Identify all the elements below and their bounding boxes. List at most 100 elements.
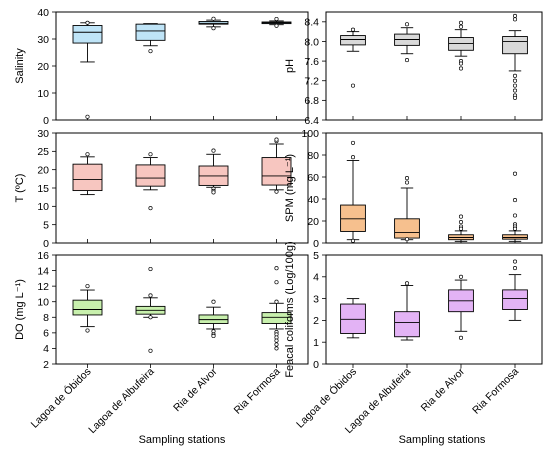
outlier-point: [350, 140, 356, 145]
outlier-point: [404, 58, 410, 63]
box-2: [448, 214, 474, 242]
outlier-point: [404, 180, 410, 185]
outlier-point: [274, 280, 279, 285]
outlier-point: [512, 198, 518, 203]
y-tick-label: 6.8: [304, 95, 319, 107]
outlier-point: [350, 155, 356, 160]
y-tick-label: 0: [43, 238, 49, 250]
outlier-point: [404, 237, 410, 242]
outlier-point: [404, 22, 410, 27]
x-axis-title-left: Sampling stations: [139, 434, 226, 446]
outlier-point: [512, 171, 518, 176]
y-tick-label: 5: [43, 219, 49, 231]
box-iqr: [72, 163, 103, 192]
box-3: [502, 259, 528, 321]
plot-frame: [325, 132, 543, 244]
y-tick-label: 5: [313, 250, 319, 262]
box-iqr: [340, 204, 366, 232]
outlier-point: [404, 176, 410, 181]
box-iqr: [340, 303, 366, 334]
outlier-point: [148, 348, 153, 353]
box-1: [394, 22, 420, 63]
y-tick-label: 20: [307, 216, 319, 228]
outlier-point: [274, 23, 279, 28]
y-tick-label: 12: [37, 281, 49, 293]
outlier-point: [512, 95, 518, 100]
plot-frame: [55, 132, 309, 244]
outlier-point: [148, 206, 153, 211]
y-tick-label: 0: [43, 115, 49, 127]
outlier-point: [350, 238, 356, 243]
x-category-label: Ria de Alvor: [171, 365, 220, 414]
plot-frame: [55, 254, 309, 365]
outlier-point: [512, 226, 518, 231]
y-tick-label: 7.2: [304, 76, 319, 88]
y-tick-label: 20: [37, 164, 49, 176]
panel-temperature: 0 5 10 15 20 25 30 T (ºC): [14, 128, 309, 250]
outlier-point: [211, 333, 216, 339]
y-tick-label: 16: [37, 250, 49, 262]
x-category-label: Lagoa de Óbidos: [28, 365, 94, 431]
outlier-point: [458, 335, 464, 340]
box-iqr: [72, 299, 103, 316]
box-iqr: [502, 234, 528, 240]
outlier-point: [85, 114, 90, 119]
outlier-point: [274, 299, 279, 304]
y-tick-label: 2: [313, 315, 319, 327]
plot-frame: [55, 11, 309, 121]
outlier-point: [274, 338, 279, 343]
y-tick-label: 80: [307, 150, 319, 162]
outlier-point: [512, 259, 518, 264]
y-axis-title: Feacal coliforms (Log/100g): [284, 241, 296, 377]
box-0: [340, 298, 366, 339]
outlier-point: [458, 226, 464, 231]
outlier-point: [458, 214, 464, 219]
y-tick-label: 10: [37, 297, 49, 309]
outlier-point: [274, 16, 279, 22]
outlier-point: [211, 26, 216, 31]
outlier-point: [148, 266, 153, 272]
outlier-point: [274, 189, 279, 194]
outlier-point: [274, 342, 279, 347]
box-1: [135, 152, 166, 211]
y-tick-label: 1: [313, 337, 319, 349]
box-3: [261, 137, 292, 194]
outlier-point: [274, 346, 279, 351]
y-axis-title: Salinity: [14, 48, 26, 84]
x-category-label: Ria Formosa: [470, 366, 521, 417]
y-tick-label: 2: [43, 359, 49, 371]
outlier-point: [211, 299, 216, 304]
outlier-point: [148, 293, 153, 298]
outlier-point: [512, 78, 518, 83]
y-tick-label: 0: [313, 359, 319, 371]
outlier-point: [512, 88, 518, 93]
outlier-point: [211, 148, 216, 153]
y-tick-label: 14: [37, 265, 49, 277]
y-tick-label: 30: [37, 128, 49, 140]
y-tick-label: 0: [313, 238, 319, 250]
x-axis-title-right: Sampling stations: [399, 434, 486, 446]
box-2: [198, 299, 229, 339]
outlier-point: [512, 13, 518, 18]
y-tick-label: 30: [37, 34, 49, 46]
y-tick-label: 8.4: [304, 17, 319, 29]
y-tick-label: 60: [307, 172, 319, 184]
box-iqr: [198, 21, 229, 25]
outlier-point: [274, 137, 279, 142]
outlier-point: [458, 66, 464, 71]
box-1: [135, 266, 166, 353]
y-tick-label: 20: [37, 61, 49, 73]
plot-frame: [325, 11, 543, 121]
y-tick-label: 4: [313, 272, 319, 284]
outlier-point: [148, 315, 153, 320]
plot-frame: [325, 254, 543, 365]
panel-spm: 0 20 40 60 80 100 SPM (mg L⁻¹): [284, 128, 543, 250]
y-axis-title: pH: [284, 59, 296, 73]
box-iqr: [261, 312, 292, 324]
outlier-point: [458, 61, 464, 66]
box-1: [394, 176, 420, 242]
y-tick-label: 6.4: [304, 115, 319, 127]
y-tick-label: 8: [43, 312, 49, 324]
